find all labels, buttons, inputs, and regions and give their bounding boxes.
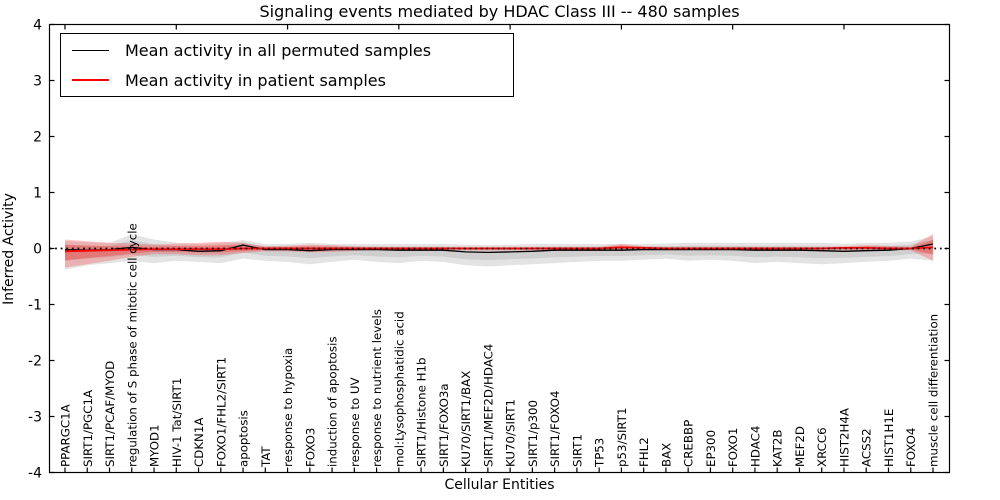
legend-item-permuted: Mean activity in all permuted samples [61, 36, 513, 64]
legend-item-patient: Mean activity in patient samples [61, 66, 513, 94]
x-tick-label: SIRT1/PGC1A [81, 390, 95, 467]
x-tick-label: mol:Lysophosphatidic acid [392, 311, 406, 467]
y-tick-label: -3 [28, 410, 42, 426]
patient-band-inner [65, 240, 933, 261]
x-tick-label: induction of apoptosis [326, 336, 340, 467]
legend-label-patient: Mean activity in patient samples [125, 70, 386, 90]
x-tick-label: TP53 [593, 438, 607, 468]
x-tick-label: SIRT1/FOXO4 [548, 391, 562, 467]
x-tick-label: response to nutrient levels [370, 309, 384, 467]
y-tick-label: -4 [28, 466, 42, 482]
axis-ticks [49, 23, 950, 474]
x-tick-label: KAT2B [771, 430, 785, 468]
x-tick-label: BAX [659, 443, 673, 467]
x-tick-label: regulation of S phase of mitotic cell cy… [125, 223, 139, 467]
x-tick-label: FOXO1/FHL2/SIRT1 [214, 357, 228, 467]
x-tick-label: SIRT1/MEF2D/HDAC4 [481, 344, 495, 467]
x-tick-label: TAT [259, 446, 273, 468]
x-tick-label: KU70/SIRT1 [504, 399, 518, 467]
x-tick-label: p53/SIRT1 [615, 408, 629, 468]
y-axis-label: Inferred Activity [1, 193, 17, 305]
x-tick-label: FOXO1 [726, 428, 740, 467]
legend: Mean activity in all permuted samples Me… [60, 33, 514, 97]
x-tick-label: SIRT1 [570, 434, 584, 467]
permuted-band-inner [65, 239, 933, 261]
x-tick-label: HDAC4 [748, 426, 762, 467]
x-tick-label: SIRT1/PCAF/MYOD [103, 361, 117, 467]
y-tick-label: -2 [28, 354, 42, 370]
x-tick-label: CDKN1A [192, 418, 206, 467]
x-tick-label: ACSS2 [860, 428, 874, 467]
x-tick-label: HIST1H1E [882, 409, 896, 467]
x-tick-label: PPARGC1A [59, 404, 73, 467]
x-tick-label: FHL2 [637, 437, 651, 467]
x-tick-label: SIRT1/FOXO3a [437, 383, 451, 467]
y-tick-label: 4 [33, 18, 42, 34]
x-tick-labels: PPARGC1A SIRT1/PGC1A SIRT1/PCAF/MYOD regula… [59, 223, 941, 468]
y-tick-label: -1 [28, 298, 42, 314]
x-tick-label: SIRT1/Histone H1b [415, 358, 429, 467]
permuted-mean-line [64, 243, 934, 254]
x-tick-label: muscle cell differentiation [927, 314, 941, 467]
x-axis-label: Cellular Entities [444, 477, 555, 493]
patient-line-swatch [72, 79, 109, 81]
x-tick-label: KU70/SIRT1/BAX [459, 371, 473, 467]
y-tick-label: 0 [33, 242, 42, 258]
chart-title: Signaling events mediated by HDAC Class … [259, 2, 740, 21]
permuted-line-swatch [72, 49, 109, 51]
x-tick-label: FOXO3 [303, 428, 317, 467]
x-tick-label: response to UV [348, 377, 362, 467]
x-tick-label: HIST2H4A [837, 408, 851, 467]
y-tick-label: 1 [33, 186, 42, 202]
x-tick-label: MYOD1 [148, 424, 162, 467]
x-tick-label: CREBBP [682, 420, 696, 467]
x-tick-label: response to hypoxia [281, 348, 295, 467]
x-tick-label: SIRT1/p300 [526, 400, 540, 467]
x-tick-label: XRCC6 [815, 427, 829, 467]
x-tick-label: HIV-1 Tat/SIRT1 [170, 378, 184, 467]
x-tick-label: MEF2D [793, 426, 807, 467]
legend-label-permuted: Mean activity in all permuted samples [125, 40, 432, 60]
patient-band-outer [65, 233, 933, 268]
x-tick-label: EP300 [704, 430, 718, 467]
y-tick-label: 2 [33, 130, 42, 146]
y-tick-label: 3 [33, 74, 42, 90]
y-tick-labels: -4 -3 -2 -1 0 1 2 3 4 [28, 18, 42, 482]
x-tick-label: apoptosis [237, 410, 251, 467]
x-tick-label: FOXO4 [904, 428, 918, 467]
